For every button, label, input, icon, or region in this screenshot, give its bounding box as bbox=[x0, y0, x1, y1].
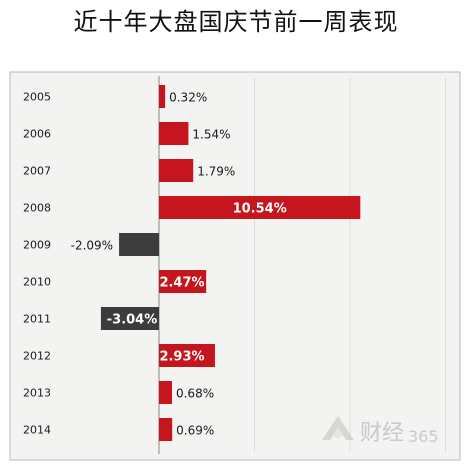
category-label: 2008 bbox=[23, 202, 51, 215]
data-label: 2.47% bbox=[159, 276, 204, 291]
data-label: 2.93% bbox=[159, 350, 204, 365]
category-label: 2011 bbox=[23, 313, 51, 326]
bar-label-box bbox=[105, 307, 159, 330]
data-label: 0.32% bbox=[169, 91, 207, 105]
category-label: 2009 bbox=[23, 239, 51, 252]
bar bbox=[159, 85, 166, 108]
data-label: 1.79% bbox=[197, 165, 235, 179]
category-label: 2012 bbox=[23, 350, 51, 363]
bar bbox=[159, 159, 194, 182]
bar bbox=[159, 196, 361, 219]
category-label: 2007 bbox=[23, 165, 51, 178]
bar-label-box bbox=[159, 270, 205, 293]
data-label: 0.69% bbox=[176, 424, 214, 438]
finance-logo-icon bbox=[322, 416, 354, 440]
watermark-text: 财经 bbox=[360, 421, 404, 446]
watermark: 财经 365 bbox=[322, 416, 439, 446]
category-label: 2005 bbox=[23, 91, 51, 104]
data-label: 1.54% bbox=[192, 128, 230, 142]
category-label: 2013 bbox=[23, 387, 51, 400]
category-label: 2010 bbox=[23, 276, 51, 289]
bar bbox=[119, 233, 159, 256]
chart-title: 近十年大盘国庆节前一周表现 bbox=[73, 8, 399, 36]
category-label: 2006 bbox=[23, 128, 51, 141]
bar bbox=[159, 381, 172, 404]
bar bbox=[159, 122, 189, 145]
plot-panel bbox=[9, 71, 461, 461]
data-label: -2.09% bbox=[71, 239, 113, 253]
data-label: 10.54% bbox=[233, 202, 287, 217]
category-label: 2014 bbox=[23, 424, 51, 437]
data-label: -3.04% bbox=[107, 313, 158, 328]
watermark-suffix: 365 bbox=[408, 427, 439, 446]
data-label: 0.68% bbox=[176, 387, 214, 401]
bar-label-box bbox=[159, 344, 205, 367]
bar bbox=[159, 418, 173, 441]
